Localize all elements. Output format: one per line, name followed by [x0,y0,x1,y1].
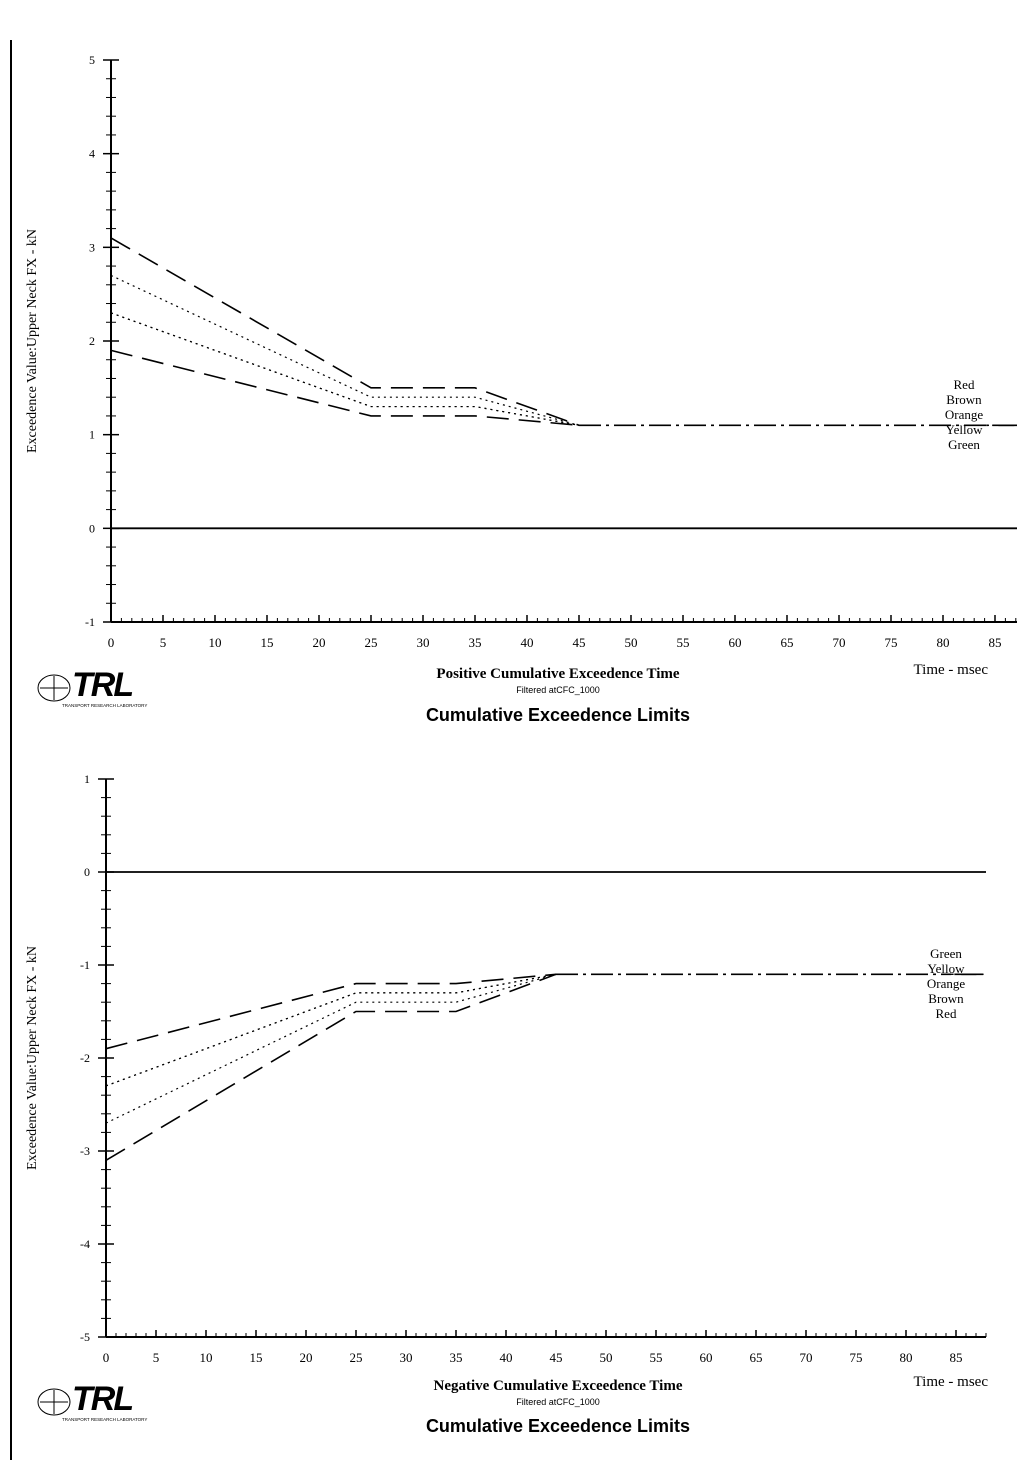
y-tick-label: -1 [80,958,90,972]
x-tick-label: 0 [108,635,115,650]
x-tick-label: 10 [209,635,222,650]
y-tick-label: 1 [89,428,95,442]
y-tick-label: -5 [80,1330,90,1344]
x-axis-label: Negative Cumulative Exceedence Time [434,1378,683,1394]
x-tick-label: 30 [400,1350,413,1365]
y-tick-label: 4 [89,147,95,161]
chart-title: Cumulative Exceedence Limits [426,705,690,725]
series-label-brown: Brown [946,392,982,407]
x-tick-label: 45 [573,635,586,650]
series-label-yellow: Yellow [928,961,966,976]
filter-note: Filtered atCFC_1000 [516,1397,600,1407]
series-label-green: Green [948,437,980,452]
x-tick-label: 60 [729,635,742,650]
x-tick-label: 60 [700,1350,713,1365]
series-label-orange: Orange [945,407,983,422]
x-tick-label: 35 [469,635,482,650]
series-line-green [105,973,986,1050]
x-axis-label: Positive Cumulative Exceedence Time [436,666,679,682]
x-tick-label: 50 [600,1350,613,1365]
x-tick-label: 85 [989,635,1002,650]
series-line-red [110,237,1017,427]
chart-title: Cumulative Exceedence Limits [426,1416,690,1436]
x-tick-label: 80 [900,1350,913,1365]
y-tick-label: 0 [84,865,90,879]
x-tick-label: 10 [200,1350,213,1365]
x-tick-label: 55 [650,1350,663,1365]
x-tick-label: 5 [153,1350,160,1365]
x-tick-label: 20 [313,635,326,650]
series-line-brown [105,973,986,1124]
series-line-yellow [110,312,1017,426]
x-tick-label: 40 [500,1350,513,1365]
x-tick-label: 25 [350,1350,363,1365]
x-tick-label: 45 [550,1350,563,1365]
x-tick-label: 35 [450,1350,463,1365]
series-line-red [105,973,986,1161]
x-tick-label: 50 [625,635,638,650]
y-tick-label: -2 [80,1051,90,1065]
series-line-yellow [105,973,986,1087]
series-label-red: Red [936,1006,957,1021]
x-tick-label: 65 [781,635,794,650]
y-tick-label: -3 [80,1144,90,1158]
y-axis-label: Exceedence Value:Upper Neck FX - kN [25,946,40,1170]
x-unit-label: Time - msec [914,662,989,678]
series-label-orange: Orange [927,976,965,991]
x-tick-label: 70 [800,1350,813,1365]
y-tick-label: -1 [85,615,95,629]
series-label-yellow: Yellow [946,422,984,437]
x-tick-label: 80 [937,635,950,650]
series-line-brown [110,274,1017,426]
x-tick-label: 30 [417,635,430,650]
series-label-green: Green [930,946,962,961]
x-tick-label: 85 [950,1350,963,1365]
x-unit-label: Time - msec [914,1374,989,1390]
series-label-brown: Brown [928,991,964,1006]
y-tick-label: 3 [89,240,95,254]
x-tick-label: 40 [521,635,534,650]
filter-note: Filtered atCFC_1000 [516,685,600,695]
x-tick-label: 5 [160,635,167,650]
y-tick-label: 2 [89,334,95,348]
y-tick-label: 1 [84,772,90,786]
x-tick-label: 75 [885,635,898,650]
logo-globe-icon [37,1388,71,1416]
logo-caption: TRANSPORT RESEARCH LABORATORY [62,1417,147,1422]
logo-caption: TRANSPORT RESEARCH LABORATORY [62,703,147,708]
y-tick-label: -4 [80,1237,90,1251]
x-tick-label: 65 [750,1350,763,1365]
logo-wordmark: TRL [72,1380,132,1418]
y-tick-label: 0 [89,521,95,535]
series-line-orange [110,312,1017,426]
x-tick-label: 20 [300,1350,313,1365]
logo-wordmark: TRL [72,666,132,704]
x-tick-label: 15 [250,1350,263,1365]
logo-globe-icon [37,674,71,702]
y-tick-label: 5 [89,53,95,67]
y-axis-label: Exceedence Value:Upper Neck FX - kN [25,229,40,453]
x-tick-label: 0 [103,1350,110,1365]
x-tick-label: 55 [677,635,690,650]
series-label-red: Red [954,377,975,392]
series-line-orange [105,973,986,1087]
x-tick-label: 15 [261,635,274,650]
x-tick-label: 75 [850,1350,863,1365]
x-tick-label: 25 [365,635,378,650]
x-tick-label: 70 [833,635,846,650]
